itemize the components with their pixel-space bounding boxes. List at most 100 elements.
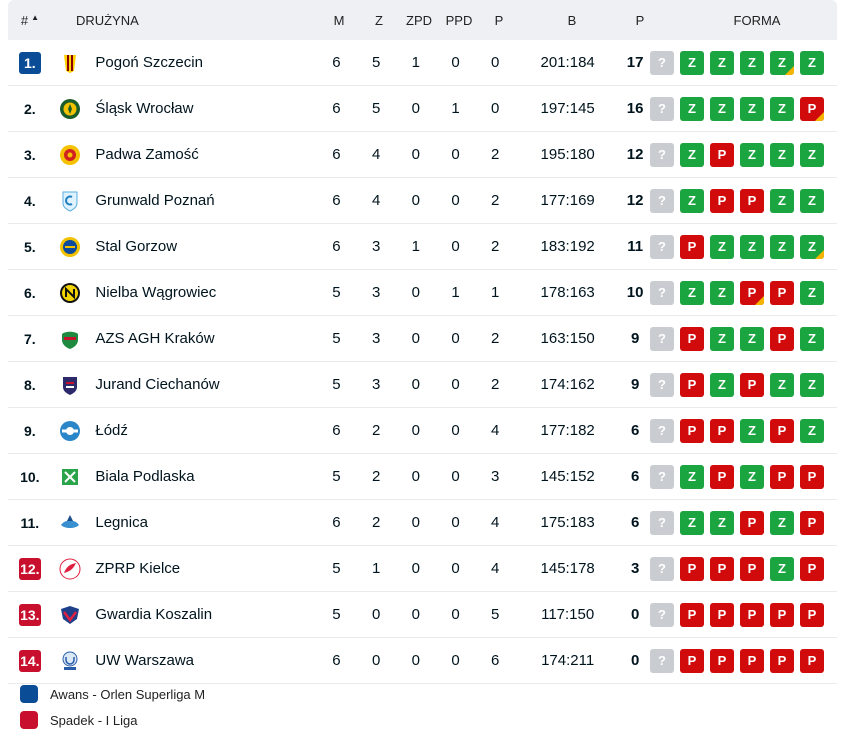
form-badge-win[interactable]: Z xyxy=(770,50,794,75)
form-badge-upcoming[interactable]: ? xyxy=(650,372,674,397)
form-badge-loss[interactable]: P xyxy=(680,418,704,443)
form-badge-win[interactable]: Z xyxy=(770,142,794,167)
sort-rank-header[interactable]: # ▲ xyxy=(20,12,40,28)
table-row[interactable]: 7. AZS AGH Kraków 5 3 0 0 2 163:150 9 ? P… xyxy=(8,316,837,362)
form-badge-loss[interactable]: P xyxy=(680,556,704,581)
form-badge-loss[interactable]: P xyxy=(680,648,704,673)
team-name[interactable]: Biala Podlaska xyxy=(95,468,195,485)
table-row[interactable]: 11. Legnica 6 2 0 0 4 175:183 6 ? Z Z P Z P xyxy=(8,500,837,546)
table-row[interactable]: 14. UW Warszawa 6 0 0 0 6 174:211 0 ? P P P… xyxy=(8,638,837,684)
team-name[interactable]: Jurand Ciechanów xyxy=(95,376,220,393)
form-badge-loss[interactable]: P xyxy=(680,234,704,259)
form-badge-loss[interactable]: P xyxy=(800,602,824,627)
form-badge-loss[interactable]: P xyxy=(770,326,794,351)
form-badge-loss[interactable]: P xyxy=(740,372,764,397)
team-name[interactable]: Gwardia Koszalin xyxy=(95,606,213,623)
form-badge-win[interactable]: Z xyxy=(800,372,824,397)
form-badge-win[interactable]: Z xyxy=(740,50,764,75)
zprp-logo[interactable] xyxy=(52,558,88,580)
form-badge-win[interactable]: Z xyxy=(770,556,794,581)
form-badge-upcoming[interactable]: ? xyxy=(650,510,674,535)
form-badge-loss[interactable]: P xyxy=(680,372,704,397)
matches-header[interactable]: M xyxy=(333,12,345,28)
team-name[interactable]: Grunwald Poznań xyxy=(95,192,215,209)
pogon-logo[interactable] xyxy=(52,52,88,74)
team-name[interactable]: Stal Gorzow xyxy=(95,238,178,255)
form-badge-loss[interactable]: P xyxy=(740,188,764,213)
form-badge-win[interactable]: Z xyxy=(710,280,734,305)
losses-header[interactable]: P xyxy=(494,12,504,28)
form-badge-win[interactable]: Z xyxy=(800,280,824,305)
form-badge-upcoming[interactable]: ? xyxy=(650,602,674,627)
form-badge-loss[interactable]: P xyxy=(740,602,764,627)
biala-logo[interactable] xyxy=(52,466,88,488)
form-badge-loss[interactable]: P xyxy=(740,648,764,673)
form-badge-win[interactable]: Z xyxy=(710,96,734,121)
team-name[interactable]: UW Warszawa xyxy=(95,652,194,669)
form-badge-upcoming[interactable]: ? xyxy=(650,556,674,581)
ot-wins-header[interactable]: ZPD xyxy=(406,12,432,28)
form-badge-win[interactable]: Z xyxy=(800,418,824,443)
grunwald-logo[interactable] xyxy=(52,190,88,212)
legnica-logo[interactable] xyxy=(52,512,88,534)
form-badge-loss[interactable]: P xyxy=(740,280,764,305)
form-badge-upcoming[interactable]: ? xyxy=(650,234,674,259)
form-badge-upcoming[interactable]: ? xyxy=(650,50,674,75)
form-badge-win[interactable]: Z xyxy=(680,464,704,489)
form-badge-win[interactable]: Z xyxy=(740,418,764,443)
table-row[interactable]: 12. ZPRP Kielce 5 1 0 0 4 145:178 3 ? P P P… xyxy=(8,546,837,592)
table-row[interactable]: 2. Śląsk Wrocław 6 5 0 1 0 197:145 16 ? Z… xyxy=(8,86,837,132)
form-badge-win[interactable]: Z xyxy=(770,234,794,259)
form-badge-loss[interactable]: P xyxy=(770,602,794,627)
form-badge-win[interactable]: Z xyxy=(680,188,704,213)
form-badge-loss[interactable]: P xyxy=(770,464,794,489)
form-badge-upcoming[interactable]: ? xyxy=(650,464,674,489)
team-name[interactable]: Łódź xyxy=(95,422,128,439)
form-badge-upcoming[interactable]: ? xyxy=(650,418,674,443)
uw-logo[interactable] xyxy=(52,650,88,672)
form-badge-loss[interactable]: P xyxy=(710,648,734,673)
form-badge-upcoming[interactable]: ? xyxy=(650,648,674,673)
form-badge-win[interactable]: Z xyxy=(770,510,794,535)
team-name[interactable]: Legnica xyxy=(95,514,148,531)
table-row[interactable]: 1. Pogoń Szczecin 6 5 1 0 0 201:184 17 ?… xyxy=(8,40,837,86)
form-badge-loss[interactable]: P xyxy=(740,510,764,535)
points-header[interactable]: P xyxy=(635,12,645,28)
form-badge-win[interactable]: Z xyxy=(800,142,824,167)
form-badge-loss[interactable]: P xyxy=(800,464,824,489)
team-name[interactable]: Nielba Wągrowiec xyxy=(95,284,217,301)
form-badge-win[interactable]: Z xyxy=(680,280,704,305)
lodz-logo[interactable] xyxy=(52,420,88,442)
form-badge-win[interactable]: Z xyxy=(740,234,764,259)
slask-logo[interactable] xyxy=(52,98,88,120)
nielba-logo[interactable] xyxy=(52,282,88,304)
form-badge-win[interactable]: Z xyxy=(710,326,734,351)
form-badge-loss[interactable]: P xyxy=(710,418,734,443)
table-row[interactable]: 8. Jurand Ciechanów 5 3 0 0 2 174:162 9 … xyxy=(8,362,837,408)
form-badge-loss[interactable]: P xyxy=(770,648,794,673)
padwa-logo[interactable] xyxy=(52,144,88,166)
form-badge-loss[interactable]: P xyxy=(680,602,704,627)
jurand-logo[interactable] xyxy=(52,374,88,396)
form-badge-upcoming[interactable]: ? xyxy=(650,280,674,305)
form-badge-win[interactable]: Z xyxy=(710,372,734,397)
form-badge-win[interactable]: Z xyxy=(740,464,764,489)
table-row[interactable]: 13. Gwardia Koszalin 5 0 0 0 5 117:150 0… xyxy=(8,592,837,638)
team-name[interactable]: AZS AGH Kraków xyxy=(95,330,215,347)
form-badge-win[interactable]: Z xyxy=(770,188,794,213)
form-badge-loss[interactable]: P xyxy=(800,648,824,673)
gwardia-logo[interactable] xyxy=(52,604,88,626)
form-badge-win[interactable]: Z xyxy=(740,326,764,351)
goals-header[interactable]: B xyxy=(567,12,577,28)
form-badge-win[interactable]: Z xyxy=(680,50,704,75)
stal-logo[interactable] xyxy=(52,236,88,258)
form-badge-loss[interactable]: P xyxy=(770,280,794,305)
form-badge-upcoming[interactable]: ? xyxy=(650,188,674,213)
form-badge-loss[interactable]: P xyxy=(800,556,824,581)
form-badge-win[interactable]: Z xyxy=(800,234,824,259)
form-badge-loss[interactable]: P xyxy=(800,510,824,535)
ot-losses-header[interactable]: PPD xyxy=(445,12,473,28)
form-badge-loss[interactable]: P xyxy=(710,602,734,627)
form-badge-upcoming[interactable]: ? xyxy=(650,142,674,167)
table-row[interactable]: 3. Padwa Zamość 6 4 0 0 2 195:180 12 ? Z P… xyxy=(8,132,837,178)
